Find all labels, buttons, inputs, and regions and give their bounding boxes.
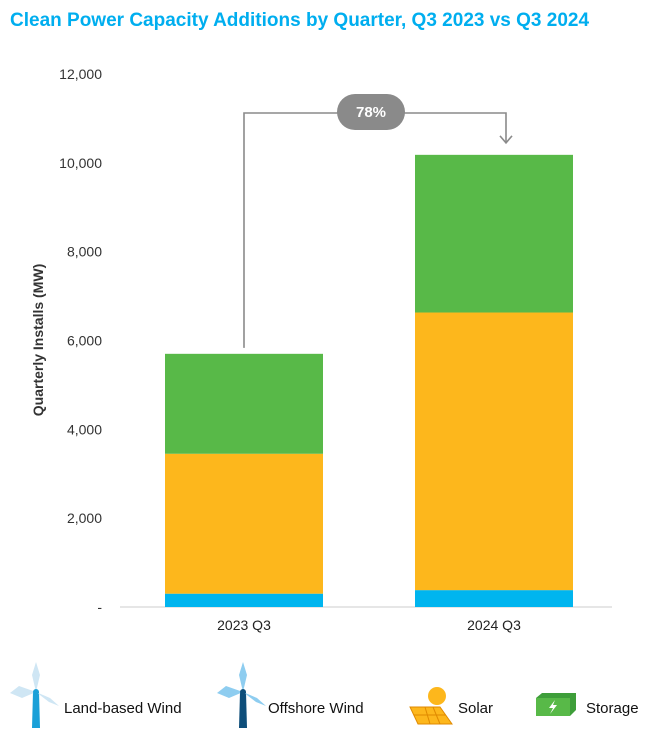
legend: Land-based Wind Offshore Wind Solar Storage <box>10 662 639 728</box>
growth-annotation: 78% <box>243 94 513 348</box>
x-axis: 2023 Q3 2024 Q3 <box>217 617 521 633</box>
offshore-wind-turbine-icon <box>217 662 266 728</box>
solar-panel-icon <box>409 687 453 725</box>
turbine-blade <box>10 686 36 698</box>
bar-solar <box>165 453 323 594</box>
y-tick-label: 6,000 <box>67 333 102 349</box>
land-wind-turbine-icon <box>10 662 59 728</box>
legend-label: Storage <box>586 700 639 717</box>
turbine-blade <box>36 692 59 706</box>
legend-label: Offshore Wind <box>268 700 364 717</box>
turbine-blade <box>32 662 40 692</box>
x-tick-label: 2024 Q3 <box>467 617 521 633</box>
growth-badge <box>337 94 405 130</box>
y-tick-label: 10,000 <box>59 155 102 171</box>
bar-storage <box>415 154 573 313</box>
y-tick-label: - <box>97 599 102 615</box>
bar-storage <box>165 353 323 454</box>
legend-label: Land-based Wind <box>64 700 182 717</box>
turbine-blade <box>217 686 243 698</box>
turbine-tower <box>32 692 40 728</box>
growth-badge-label: 78% <box>356 104 386 121</box>
sun <box>428 687 446 705</box>
turbine-blade <box>239 662 247 692</box>
x-tick-label: 2023 Q3 <box>217 617 271 633</box>
y-tick-label: 12,000 <box>59 66 102 82</box>
battery-bolt <box>549 700 557 714</box>
turbine-tower <box>239 692 247 728</box>
y-axis-label: Quarterly Installs (MW) <box>30 264 46 416</box>
turbine-blade <box>243 692 266 706</box>
panel-grid-line <box>432 706 441 725</box>
y-tick-label: 2,000 <box>67 510 102 526</box>
legend-label: Solar <box>458 700 493 717</box>
turbine-hub <box>240 689 246 695</box>
y-tick-label: 4,000 <box>67 421 102 437</box>
chart-title: Clean Power Capacity Additions by Quarte… <box>10 10 589 31</box>
turbine-hub <box>33 689 39 695</box>
panel-grid-line <box>424 706 431 725</box>
y-tick-label: 8,000 <box>67 244 102 260</box>
y-axis: - 2,000 4,000 6,000 8,000 10,000 12,000 <box>59 66 102 615</box>
battery-icon <box>536 693 576 716</box>
bars <box>165 154 573 607</box>
growth-arrowhead <box>499 135 513 145</box>
bar-land-based-wind <box>165 593 323 607</box>
bar-solar <box>415 312 573 591</box>
bar-land-based-wind <box>415 590 573 607</box>
